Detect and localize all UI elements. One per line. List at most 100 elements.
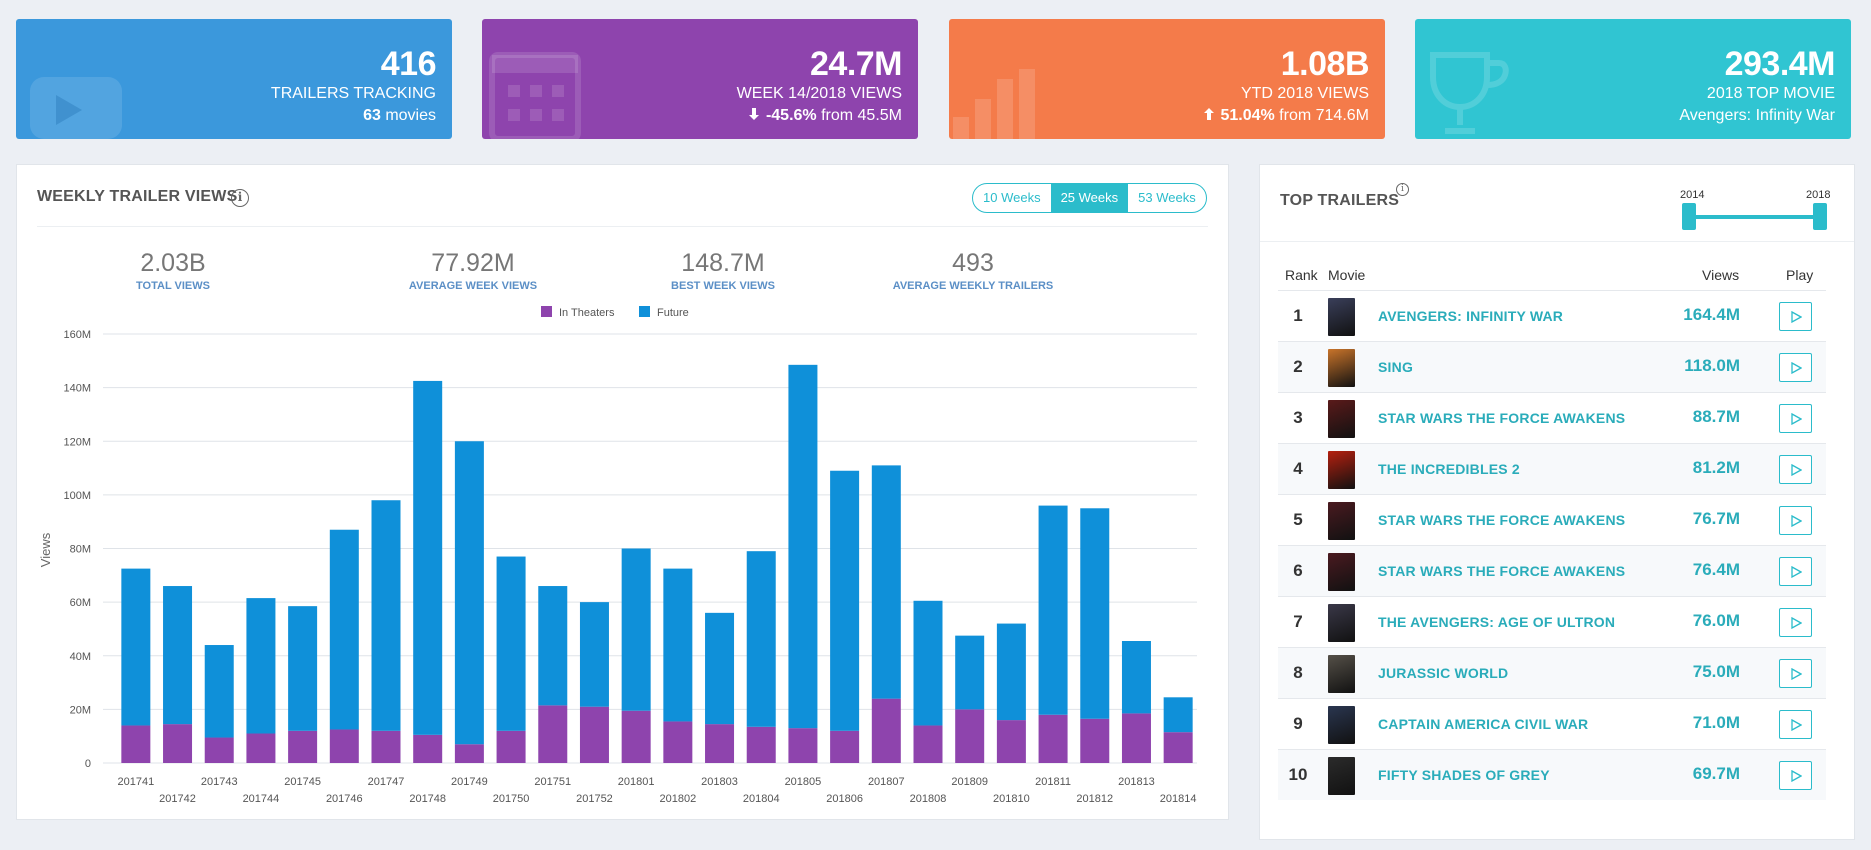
year-slider-end-handle[interactable] [1813, 203, 1827, 230]
stat-label: WEEK 14/2018 VIEWS [736, 85, 902, 102]
play-icon [1791, 566, 1802, 578]
legend-swatch [541, 306, 552, 317]
stat-value: 24.7M [810, 45, 903, 83]
stat-label: TRAILERS TRACKING [270, 85, 436, 102]
range-53-weeks-button[interactable]: 53 Weeks [1138, 190, 1196, 205]
bar-segment [329, 529, 359, 730]
panel-title: TOP TRAILERS [1280, 192, 1400, 209]
x-tick-label: 201807 [868, 776, 905, 788]
bar-segment [579, 706, 609, 763]
rank-cell: 9 [1293, 714, 1303, 733]
bar-segment [454, 441, 484, 745]
play-button[interactable] [1779, 353, 1812, 382]
arrow-up-icon [1204, 108, 1215, 120]
divider [37, 226, 1208, 227]
bar-segment [1080, 718, 1110, 763]
bar-segment [788, 728, 818, 763]
kpi-average-weekly-trailers: 493 AVERAGE WEEKLY TRAILERS [892, 249, 1054, 292]
table-row: 10 FIFTY SHADES OF GREY 69.7M [1278, 749, 1826, 800]
play-icon [1791, 464, 1802, 476]
movie-title-link[interactable]: THE INCREDIBLES 2 [1378, 461, 1520, 477]
bar-segment [121, 568, 151, 726]
stat-value: 1.08B [1280, 45, 1370, 83]
bar-segment [621, 548, 651, 711]
x-tick-label: 201749 [451, 776, 488, 788]
movie-title-link[interactable]: AVENGERS: INFINITY WAR [1378, 308, 1564, 324]
x-tick-label: 201811 [1035, 776, 1071, 788]
play-button[interactable] [1779, 404, 1812, 433]
movie-title-link[interactable]: THE AVENGERS: AGE OF ULTRON [1378, 614, 1616, 630]
views-cell: 75.0M [1692, 662, 1740, 681]
views-cell: 76.0M [1692, 611, 1740, 630]
play-button[interactable] [1779, 608, 1812, 637]
range-10-weeks-button[interactable]: 10 Weeks [983, 190, 1041, 205]
bar-segment [621, 710, 651, 763]
x-tick-label: 201744 [243, 793, 280, 805]
table-row: 4 THE INCREDIBLES 2 81.2M [1278, 443, 1826, 494]
play-button[interactable] [1779, 761, 1812, 790]
bar-segment [955, 635, 985, 710]
movie-title-link[interactable]: SING [1378, 359, 1414, 375]
bar-segment [1121, 641, 1151, 714]
movie-title-link[interactable]: CAPTAIN AMERICA CIVIL WAR [1378, 716, 1589, 732]
bar-segment [663, 568, 693, 722]
year-slider-start-label: 2014 [1680, 189, 1705, 201]
info-icon[interactable]: i [1396, 183, 1409, 196]
bar-segment [288, 730, 318, 763]
year-slider-track[interactable] [1688, 215, 1816, 219]
movie-title-link[interactable]: FIFTY SHADES OF GREY [1378, 767, 1550, 783]
info-icon[interactable]: i [231, 189, 249, 207]
year-slider-end-label: 2018 [1806, 189, 1831, 201]
play-button[interactable] [1779, 302, 1812, 331]
y-tick-label: 40M [70, 651, 91, 663]
play-icon [1791, 515, 1802, 527]
movie-title-link[interactable]: STAR WARS THE FORCE AWAKENS [1378, 410, 1626, 426]
rank-cell: 8 [1293, 663, 1303, 682]
x-tick-label: 201746 [326, 793, 363, 805]
legend-swatch [639, 306, 650, 317]
stat-sub: Avengers: Infinity War [1679, 107, 1835, 124]
play-icon [1791, 311, 1802, 323]
play-button[interactable] [1779, 506, 1812, 535]
movie-title-link[interactable]: JURASSIC WORLD [1378, 665, 1509, 681]
rank-cell: 6 [1293, 561, 1303, 580]
views-cell: 76.7M [1692, 509, 1740, 528]
x-tick-label: 201814 [1160, 793, 1197, 805]
movie-poster-thumbnail [1328, 706, 1355, 744]
views-cell: 76.4M [1692, 560, 1740, 579]
movie-poster-thumbnail [1328, 451, 1355, 489]
play-button[interactable] [1779, 557, 1812, 586]
bar-segment [246, 733, 276, 763]
bar-segment [871, 698, 901, 763]
bar-segment [705, 612, 735, 725]
bar-segment [1163, 697, 1193, 733]
bar-segment [163, 724, 193, 763]
play-icon [1791, 617, 1802, 629]
rank-cell: 2 [1293, 357, 1303, 376]
y-tick-label: 60M [70, 597, 91, 609]
x-tick-label: 201742 [159, 793, 196, 805]
year-slider-start-handle[interactable] [1682, 203, 1696, 230]
movie-title-link[interactable]: STAR WARS THE FORCE AWAKENS [1378, 563, 1626, 579]
range-25-weeks-button[interactable]: 25 Weeks [1050, 184, 1129, 212]
views-cell: 88.7M [1692, 407, 1740, 426]
rank-cell: 10 [1288, 765, 1308, 784]
x-tick-label: 201741 [117, 776, 154, 788]
movie-poster-thumbnail [1328, 655, 1355, 693]
kpi-total-views: 2.03B TOTAL VIEWS [136, 249, 210, 292]
bar-segment [1038, 505, 1068, 715]
table-row: 8 JURASSIC WORLD 75.0M [1278, 647, 1826, 698]
bar-segment [204, 737, 234, 763]
bar-segment [371, 500, 401, 731]
play-button[interactable] [1779, 710, 1812, 739]
play-button[interactable] [1779, 659, 1812, 688]
movie-title-link[interactable]: STAR WARS THE FORCE AWAKENS [1378, 512, 1626, 528]
play-button[interactable] [1779, 455, 1812, 484]
divider [1260, 241, 1854, 242]
legend-label: In Theaters [559, 307, 615, 319]
bar-segment [663, 721, 693, 763]
y-tick-label: 160M [63, 329, 91, 341]
play-icon [1791, 770, 1802, 782]
top-trailers-panel: TOP TRAILERS i 2014 2018 Rank Movie View… [1259, 164, 1855, 840]
bar-segment [454, 744, 484, 763]
